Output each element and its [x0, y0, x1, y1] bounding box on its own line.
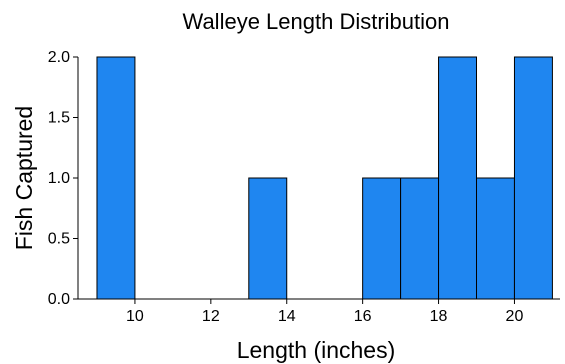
x-tick-label: 12 [202, 308, 220, 325]
y-tick-label: 1.0 [48, 170, 70, 187]
y-tick-label: 2.0 [48, 49, 70, 66]
histogram-bar [513, 56, 553, 300]
histogram-bar [438, 56, 478, 300]
x-ticks-group: 10 12 14 16 18 20 [126, 299, 523, 325]
x-tick-label: 20 [506, 308, 524, 325]
y-axis-label: Fish Captured [11, 106, 37, 250]
y-ticks-group: 0.0 0.5 1.0 1.5 2.0 [48, 49, 78, 308]
histogram-bar [476, 177, 515, 300]
y-tick-label: 0.5 [48, 231, 70, 248]
chart-title: Walleye Length Distribution [183, 9, 450, 34]
x-tick-label: 18 [430, 308, 448, 325]
bars-group [96, 56, 553, 300]
x-tick-label: 14 [278, 308, 296, 325]
histogram-bar [362, 177, 402, 300]
y-tick-label: 1.5 [48, 110, 70, 127]
histogram-bar [400, 177, 440, 300]
histogram-bar [96, 56, 136, 300]
x-axis-label: Length (inches) [237, 337, 396, 363]
x-tick-label: 16 [354, 308, 372, 325]
y-tick-label: 0.0 [48, 291, 70, 308]
x-tick-label: 10 [126, 308, 144, 325]
histogram-bar [248, 177, 288, 300]
